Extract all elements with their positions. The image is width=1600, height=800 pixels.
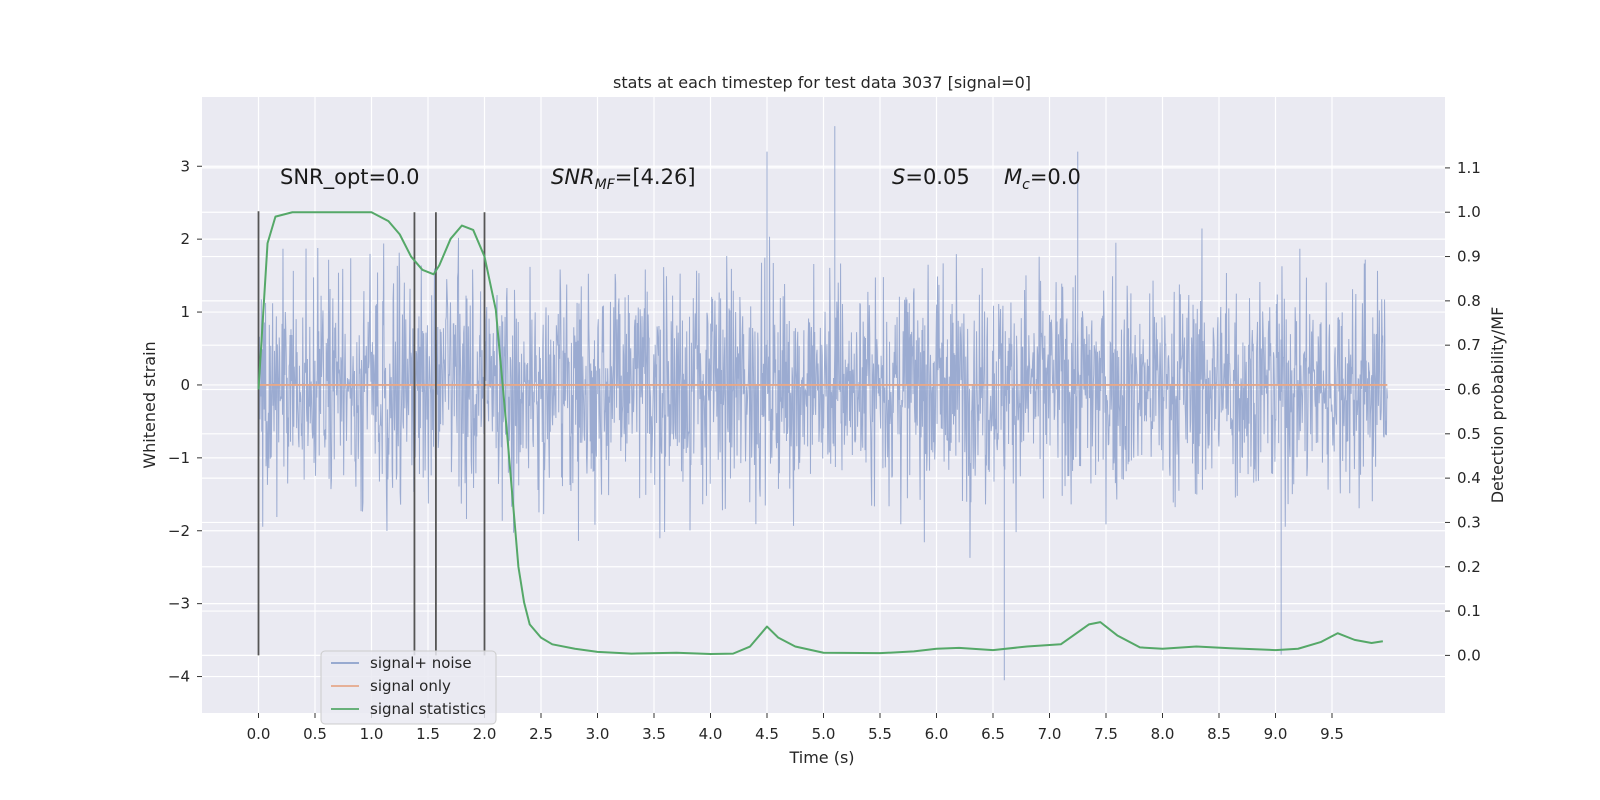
x-tick-label: 1.0 xyxy=(360,725,384,743)
legend-entry-signal-only: signal only xyxy=(370,677,451,695)
legend-box xyxy=(320,650,497,725)
y-axis-label: Whitened strain xyxy=(140,341,159,468)
y2-tick-label: 0.1 xyxy=(1457,602,1481,620)
signal-statistics-line xyxy=(257,211,1384,656)
x-tick-label: 3.5 xyxy=(642,725,666,743)
x-tick-label: 3.0 xyxy=(586,725,610,743)
x-tick-label: 8.0 xyxy=(1151,725,1175,743)
x-tick-label: 4.0 xyxy=(699,725,723,743)
signal-noise-line xyxy=(258,126,1388,681)
tick-labels: 0.0 0.5 1.0 1.5 2.0 2.5 3.0 3.5 4.0 4.5 5.0 5.5 6.0 6… xyxy=(168,157,1481,743)
x-tick-label: 4.5 xyxy=(755,725,779,743)
y-tick-label: −3 xyxy=(168,595,190,613)
x-tick-label: 8.5 xyxy=(1207,725,1231,743)
y-tick-label: 1 xyxy=(180,303,190,321)
y2-tick-label: 0.8 xyxy=(1457,292,1481,310)
y2-tick-label: 0.2 xyxy=(1457,558,1481,576)
x-tick-label: 9.5 xyxy=(1320,725,1344,743)
x-tick-label: 5.0 xyxy=(812,725,836,743)
x-tick-label: 0.5 xyxy=(303,725,327,743)
annotation-s: S=0.05 xyxy=(892,165,970,189)
x-tick-label: 2.5 xyxy=(529,725,553,743)
y-tick-label: 3 xyxy=(180,157,190,175)
y2-tick-label: 0.0 xyxy=(1457,646,1481,664)
annotation-mc: Mc=0.0 xyxy=(1004,165,1081,193)
x-tick-label: 6.5 xyxy=(981,725,1005,743)
y2-tick-label: 0.9 xyxy=(1457,248,1481,266)
y2-tick-label: 0.4 xyxy=(1457,469,1481,487)
legend-entry-signal-noise: signal+ noise xyxy=(370,654,472,672)
series-signal-noise xyxy=(258,126,1388,681)
grid xyxy=(202,97,1445,713)
annotation-snr-mf: SNRMF=[4.26] xyxy=(551,165,696,193)
legend-entry-signal-statistics: signal statistics xyxy=(370,700,486,718)
vertical-markers xyxy=(257,211,486,656)
y-tick-label: −4 xyxy=(168,668,190,686)
x-tick-label: 7.5 xyxy=(1094,725,1118,743)
y2-tick-label: 0.7 xyxy=(1457,336,1481,354)
x-tick-label: 6.0 xyxy=(925,725,949,743)
annotation-s-value: =0.05 xyxy=(905,165,969,189)
annotation-mc-value: =0.0 xyxy=(1030,165,1081,189)
y2-tick-label: 1.1 xyxy=(1457,159,1481,177)
y2-tick-label: 1.0 xyxy=(1457,203,1481,221)
y2-axis-label: Detection probability/MF xyxy=(1488,307,1507,504)
chart-title: stats at each timestep for test data 303… xyxy=(613,73,1031,92)
x-tick-label: 0.0 xyxy=(247,725,271,743)
annotation-snr-mf-value: =[4.26] xyxy=(615,165,696,189)
annotation-snr-mf-sub: MF xyxy=(595,177,616,193)
y-tick-label: −2 xyxy=(168,522,190,540)
legend: signal+ noise signal only signal statist… xyxy=(320,650,497,725)
annotation-mc-sub: c xyxy=(1022,177,1030,193)
y2-tick-label: 0.6 xyxy=(1457,380,1481,398)
x-tick-label: 1.5 xyxy=(416,725,440,743)
annotation-s-symbol: S xyxy=(892,165,905,189)
x-tick-label: 9.0 xyxy=(1264,725,1288,743)
x-axis-label: Time (s) xyxy=(788,748,854,767)
y-tick-label: 0 xyxy=(180,376,190,394)
x-tick-label: 5.5 xyxy=(868,725,892,743)
y-tick-label: −1 xyxy=(168,449,190,467)
annotation-snr-mf-base: SNR xyxy=(551,165,595,189)
x-tick-label: 2.0 xyxy=(473,725,497,743)
y2-tick-label: 0.5 xyxy=(1457,425,1481,443)
series-signal-statistics xyxy=(257,211,1384,656)
annotation-snr-opt: SNR_opt=0.0 xyxy=(280,165,420,190)
y-tick-label: 2 xyxy=(180,230,190,248)
x-tick-label: 7.0 xyxy=(1038,725,1062,743)
annotation-mc-symbol: M xyxy=(1004,165,1022,189)
y2-tick-label: 0.3 xyxy=(1457,513,1481,531)
